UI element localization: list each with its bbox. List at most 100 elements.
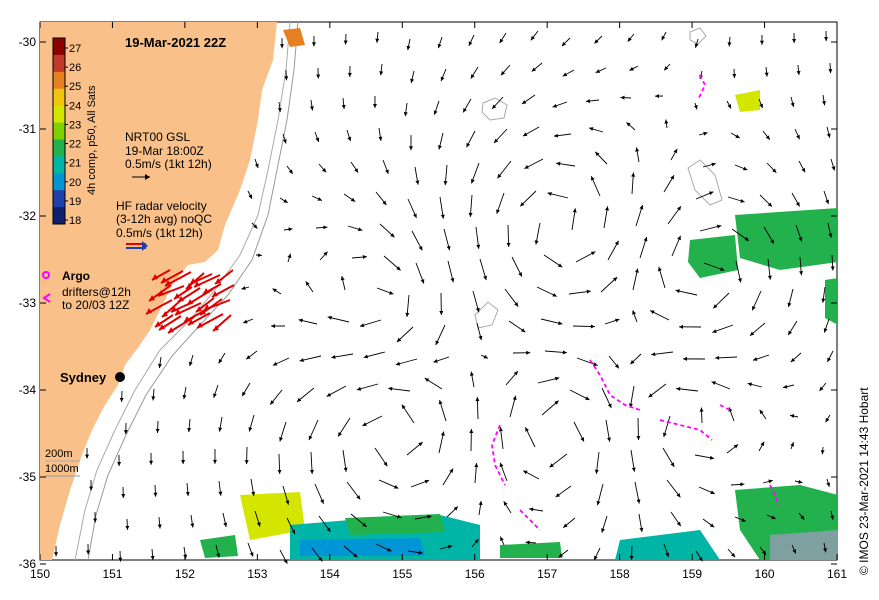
x-tick-label: 153 — [247, 567, 267, 581]
colorbar-segment — [53, 71, 65, 90]
current-arrowhead — [187, 427, 192, 433]
current-arrowhead — [713, 304, 718, 309]
current-arrowhead — [277, 107, 282, 113]
colorbar-segment — [53, 122, 65, 140]
current-arrowhead — [790, 357, 796, 363]
current-arrowhead — [246, 355, 251, 360]
current-arrowhead — [819, 386, 824, 391]
sst-patch — [735, 208, 838, 270]
hf-arrowhead — [203, 288, 209, 294]
current-arrowhead — [590, 324, 595, 329]
current-arrowhead — [117, 462, 122, 467]
current-arrowhead — [372, 103, 377, 108]
hf-arrowhead — [171, 306, 177, 312]
hf-arrowhead — [149, 295, 155, 301]
hf-arrowhead — [204, 304, 210, 310]
current-arrowhead — [614, 240, 619, 246]
current-arrowhead — [639, 527, 644, 532]
current-arrowhead — [439, 310, 444, 315]
current-arrowhead — [522, 132, 528, 137]
current-arrowhead — [589, 127, 594, 131]
colorbar-tick-label: 20 — [69, 177, 81, 189]
current-arrowhead — [708, 191, 714, 196]
current-arrowhead — [552, 103, 558, 108]
current-arrowhead — [353, 553, 358, 558]
current-arrowhead — [463, 107, 467, 113]
current-arrowhead — [248, 427, 253, 432]
current-arrowhead — [466, 142, 471, 148]
current-arrowhead — [828, 233, 833, 238]
current-arrowhead — [765, 135, 770, 140]
current-arrowhead — [731, 552, 736, 558]
current-arrowhead — [213, 393, 217, 398]
nrt-legend-line3: 0.5m/s (1kt 12h) — [125, 157, 212, 171]
current-arrowhead — [93, 518, 98, 523]
current-arrowhead — [440, 214, 445, 219]
current-arrowhead — [639, 205, 644, 210]
argo-marker — [42, 271, 50, 279]
current-arrowhead — [356, 386, 362, 391]
current-arrowhead — [218, 427, 223, 432]
drifter-track — [659, 419, 713, 441]
sst-patch — [300, 538, 425, 556]
current-arrowhead — [593, 362, 598, 366]
current-arrowhead — [474, 463, 479, 468]
sst-patch — [345, 514, 445, 535]
nrt-legend-line1: NRT00 GSL — [125, 130, 190, 144]
current-arrowhead — [450, 277, 455, 283]
current-arrowhead — [595, 151, 600, 157]
current-arrowhead — [453, 506, 458, 511]
current-arrowhead — [651, 352, 656, 357]
x-tick-label: 160 — [755, 567, 775, 581]
depth-legend-200m: 200m — [45, 448, 73, 460]
current-arrowhead — [525, 540, 530, 545]
colorbar-segment — [53, 207, 65, 225]
current-arrowhead — [383, 461, 388, 467]
current-arrowhead — [822, 101, 826, 106]
current-arrowhead — [283, 198, 288, 203]
current-arrowhead — [749, 331, 755, 336]
current-arrowhead — [320, 499, 324, 504]
current-arrowhead — [315, 137, 320, 142]
current-arrowhead — [572, 208, 577, 213]
current-arrowhead — [397, 514, 402, 519]
current-arrowhead — [272, 361, 278, 366]
current-arrowhead — [218, 491, 223, 496]
current-arrowhead — [626, 122, 631, 127]
current-arrowhead — [362, 522, 367, 527]
current-arrowhead — [514, 302, 519, 307]
current-arrowhead — [476, 244, 481, 249]
current-arrowhead — [305, 281, 310, 286]
current-arrowhead — [612, 277, 618, 282]
current-arrowhead — [796, 134, 800, 140]
current-arrowhead — [54, 552, 59, 557]
current-arrowhead — [469, 371, 474, 376]
current-arrowhead — [499, 38, 504, 44]
current-arrowhead — [363, 354, 369, 359]
colorbar-tick-label: 26 — [69, 62, 81, 74]
current-arrowhead — [483, 275, 488, 281]
current-arrowhead — [438, 145, 442, 150]
current-arrowhead — [665, 552, 670, 557]
current-arrowhead — [712, 329, 717, 333]
current-arrowhead — [759, 103, 763, 109]
current-arrowhead — [561, 41, 567, 47]
y-tick-label: -36 — [19, 557, 37, 571]
current-arrowhead — [118, 557, 123, 562]
current-arrowhead — [437, 43, 442, 49]
current-arrowhead — [676, 386, 681, 391]
current-arrowhead — [740, 198, 745, 203]
x-tick-label: 155 — [392, 567, 412, 581]
current-arrowhead — [401, 404, 406, 410]
current-arrowhead — [759, 409, 764, 415]
current-arrowhead — [326, 527, 331, 532]
current-arrowhead — [558, 321, 563, 326]
hf-arrowhead — [213, 325, 219, 331]
current-arrowhead — [792, 549, 796, 554]
current-arrowhead — [284, 76, 289, 81]
current-arrowhead — [438, 399, 443, 405]
current-arrowhead — [825, 417, 830, 423]
drifter-track — [589, 359, 641, 411]
current-arrowhead — [699, 407, 704, 412]
current-arrowhead — [248, 194, 252, 199]
